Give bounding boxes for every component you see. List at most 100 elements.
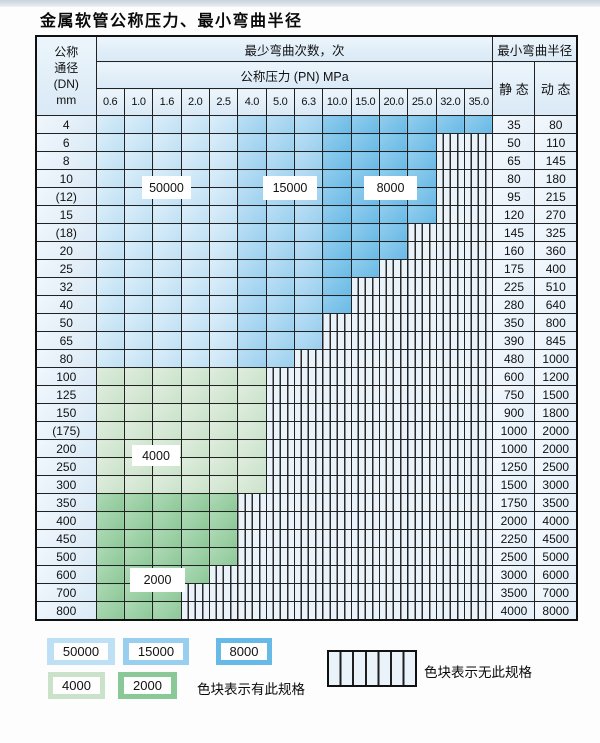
spec-cell bbox=[208, 187, 239, 206]
dynamic-radius-cell: 1500 bbox=[534, 385, 578, 404]
no-spec-cell bbox=[293, 565, 324, 584]
table-row: 100 600 1200 bbox=[35, 367, 578, 386]
no-spec-cell bbox=[350, 529, 380, 548]
dynamic-radius-cell: 3500 bbox=[534, 493, 578, 512]
spec-cell bbox=[123, 277, 154, 296]
no-spec-cell bbox=[435, 277, 465, 296]
static-radius-cell: 1250 bbox=[492, 457, 536, 476]
no-spec-cell bbox=[208, 583, 239, 602]
spec-cell bbox=[123, 295, 154, 314]
legend-chip-label: 50000 bbox=[53, 643, 109, 660]
static-radius-cell: 280 bbox=[492, 295, 536, 314]
no-spec-cell bbox=[463, 169, 494, 188]
no-spec-cell bbox=[463, 421, 494, 440]
static-radius-cell: 50 bbox=[492, 133, 536, 152]
no-spec-cell bbox=[378, 475, 409, 494]
spec-cell bbox=[180, 295, 210, 314]
spec-cell bbox=[208, 547, 239, 566]
dynamic-radius-cell: 1800 bbox=[534, 403, 578, 422]
dn-cell: 32 bbox=[35, 277, 97, 296]
no-spec-cell bbox=[407, 331, 437, 350]
spec-cell bbox=[123, 475, 154, 494]
spec-cell bbox=[208, 295, 239, 314]
spec-cell bbox=[407, 133, 437, 152]
no-spec-cell bbox=[237, 565, 267, 584]
spec-cell bbox=[293, 241, 324, 260]
spec-cell bbox=[237, 187, 267, 206]
no-spec-cell bbox=[350, 583, 380, 602]
spec-cell bbox=[180, 133, 210, 152]
spec-cell bbox=[208, 403, 239, 422]
spec-cell bbox=[180, 241, 210, 260]
spec-cell bbox=[208, 475, 239, 494]
dynamic-radius-cell: 510 bbox=[534, 277, 578, 296]
spec-cell bbox=[95, 529, 125, 548]
spec-cell bbox=[123, 151, 154, 170]
spec-cell bbox=[180, 385, 210, 404]
dn-cell: (175) bbox=[35, 421, 97, 440]
dn-cell: 125 bbox=[35, 385, 97, 404]
legend-chip-label: 2000 bbox=[124, 677, 171, 694]
no-spec-cell bbox=[463, 565, 494, 584]
spec-cell bbox=[265, 331, 295, 350]
cycle-count-label: 2000 bbox=[130, 568, 185, 592]
bend-cycles-header: 最少弯曲次数，次 bbox=[95, 35, 494, 62]
no-spec-cell bbox=[293, 439, 324, 458]
static-radius-cell: 145 bbox=[492, 223, 536, 242]
no-spec-cell bbox=[463, 403, 494, 422]
spec-cell bbox=[463, 115, 494, 134]
spec-cell bbox=[350, 133, 380, 152]
table-row: 65 390 845 bbox=[35, 331, 578, 350]
pressure-value-header: 0.6 bbox=[95, 88, 125, 116]
no-spec-cell bbox=[322, 511, 352, 530]
pressure-value-header: 4.0 bbox=[237, 88, 267, 116]
no-spec-cell bbox=[407, 493, 437, 512]
spec-cell bbox=[322, 277, 352, 296]
table-row: 250 1250 2500 bbox=[35, 457, 578, 476]
no-spec-cell bbox=[463, 367, 494, 386]
table-row: 50 350 800 bbox=[35, 313, 578, 332]
no-spec-cell bbox=[463, 133, 494, 152]
dynamic-radius-cell: 2000 bbox=[534, 421, 578, 440]
dn-cell: 80 bbox=[35, 349, 97, 368]
table-row: 6 50 110 bbox=[35, 133, 578, 152]
no-spec-cell bbox=[350, 547, 380, 566]
no-spec-cell bbox=[322, 529, 352, 548]
nominal-pressure-header: 公称压力 (PN) MPa bbox=[95, 61, 494, 89]
legend-chip: 2000 bbox=[118, 672, 177, 699]
static-radius-cell: 35 bbox=[492, 115, 536, 134]
spec-cell bbox=[237, 169, 267, 188]
spec-cell bbox=[95, 421, 125, 440]
dynamic-radius-cell: 215 bbox=[534, 187, 578, 206]
no-spec-cell bbox=[208, 565, 239, 584]
no-spec-cell bbox=[378, 583, 409, 602]
no-spec-cell bbox=[322, 421, 352, 440]
no-spec-cell bbox=[350, 295, 380, 314]
spec-cell bbox=[95, 475, 125, 494]
static-radius-cell: 2000 bbox=[492, 511, 536, 530]
spec-cell bbox=[152, 205, 182, 224]
cycle-count-label: 15000 bbox=[263, 176, 317, 200]
spec-cell bbox=[407, 205, 437, 224]
no-spec-cell bbox=[435, 295, 465, 314]
no-spec-cell bbox=[265, 601, 295, 621]
spec-cell bbox=[180, 205, 210, 224]
static-radius-cell: 80 bbox=[492, 169, 536, 188]
no-spec-cell bbox=[435, 313, 465, 332]
no-spec-cell bbox=[180, 583, 210, 602]
no-spec-cell bbox=[407, 601, 437, 621]
static-radius-cell: 750 bbox=[492, 385, 536, 404]
spec-cell bbox=[123, 349, 154, 368]
no-spec-cell bbox=[463, 583, 494, 602]
no-spec-cell bbox=[378, 529, 409, 548]
spec-cell bbox=[95, 601, 125, 621]
no-spec-cell bbox=[322, 583, 352, 602]
spec-cell bbox=[95, 259, 125, 278]
no-spec-cell bbox=[435, 403, 465, 422]
spec-cell bbox=[95, 277, 125, 296]
no-spec-cell bbox=[407, 241, 437, 260]
no-spec-cell bbox=[435, 169, 465, 188]
no-spec-cell bbox=[293, 349, 324, 368]
no-spec-cell bbox=[378, 295, 409, 314]
no-spec-cell bbox=[350, 367, 380, 386]
